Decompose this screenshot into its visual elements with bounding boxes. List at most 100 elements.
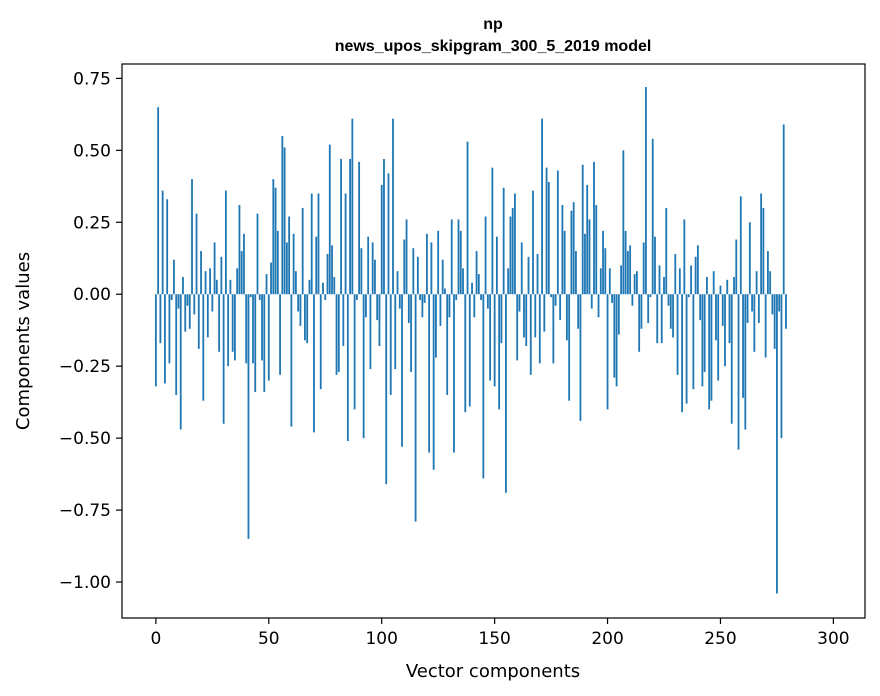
bar-224	[660, 294, 663, 344]
bar-12	[182, 276, 184, 295]
bar-18	[195, 213, 198, 295]
bar-217	[645, 87, 647, 295]
bar-264	[751, 294, 753, 312]
bar-10	[177, 294, 180, 309]
bar-158	[511, 207, 514, 295]
bar-71	[315, 236, 318, 295]
bar-56	[281, 135, 284, 295]
bar-85	[346, 294, 349, 441]
bar-219	[649, 294, 652, 298]
x-tick-label: 50	[258, 629, 280, 649]
bar-23	[206, 294, 209, 338]
bar-276	[778, 294, 781, 312]
y-tick-label: 0.50	[73, 141, 111, 161]
bar-223	[658, 265, 661, 295]
bar-192	[588, 219, 591, 295]
chart-subtitle: news_upos_skipgram_300_5_2019 model	[335, 38, 652, 55]
bar-159	[514, 193, 516, 295]
bar-113	[410, 294, 412, 372]
bar-271	[766, 251, 769, 295]
bar-24	[209, 268, 211, 295]
bar-252	[724, 294, 726, 367]
bar-87	[351, 118, 354, 295]
bar-170	[538, 294, 541, 364]
bar-228	[669, 294, 672, 329]
bar-39	[243, 233, 245, 295]
bar-250	[719, 285, 722, 295]
bar-148	[489, 294, 492, 381]
x-tick-label: 200	[591, 629, 623, 649]
bar-44	[254, 294, 257, 393]
y-axis-label: Components values	[13, 252, 34, 430]
bar-20	[200, 251, 202, 295]
bar-143	[477, 274, 480, 295]
bar-183	[568, 294, 571, 401]
bar-153	[500, 294, 503, 344]
bar-251	[721, 294, 724, 326]
bar-182	[565, 294, 568, 341]
bar-195	[595, 205, 598, 295]
bar-38	[240, 251, 243, 295]
bar-11	[179, 294, 182, 430]
bar-151	[495, 236, 498, 295]
bar-32	[227, 294, 230, 367]
bar-166	[529, 294, 532, 375]
bar-9	[175, 294, 178, 395]
bar-49	[265, 274, 268, 295]
bar-34	[231, 294, 234, 352]
bar-140	[471, 282, 473, 295]
bar-253	[726, 279, 729, 295]
bar-139	[468, 294, 471, 407]
bar-118	[421, 294, 424, 318]
bar-178	[556, 170, 559, 295]
bar-213	[636, 271, 638, 295]
bar-259	[739, 196, 742, 295]
bar-135	[459, 230, 462, 295]
bar-19	[197, 294, 200, 349]
bar-121	[428, 294, 431, 453]
bar-70	[313, 294, 315, 433]
bar-123	[432, 294, 435, 470]
bar-234	[683, 219, 686, 295]
bar-184	[570, 210, 573, 295]
bar-150	[493, 294, 496, 387]
bar-162	[520, 242, 523, 295]
bar-117	[419, 294, 422, 300]
bar-177	[554, 294, 557, 306]
bar-154	[502, 187, 505, 295]
bar-216	[642, 242, 645, 295]
bar-108	[398, 294, 401, 309]
bar-60	[290, 294, 293, 427]
bar-46	[258, 294, 261, 300]
bar-28	[218, 294, 221, 352]
bar-3	[161, 190, 164, 295]
bar-194	[593, 161, 595, 295]
bar-256	[733, 276, 735, 295]
bar-249	[717, 294, 720, 381]
bar-232	[678, 268, 681, 295]
bar-42	[249, 294, 252, 298]
bar-107	[396, 271, 399, 295]
bar-210	[629, 245, 632, 295]
bar-164	[525, 294, 528, 347]
bar-189	[581, 164, 584, 295]
bar-211	[631, 294, 634, 306]
bar-5	[166, 199, 169, 295]
bar-30	[222, 294, 225, 424]
bar-198	[602, 230, 604, 295]
bar-111	[405, 219, 408, 295]
bar-91	[360, 248, 363, 295]
bar-66	[304, 294, 306, 341]
bar-81	[337, 294, 340, 372]
bar-72	[317, 193, 320, 295]
bar-75	[324, 294, 327, 300]
bar-14	[186, 294, 189, 306]
bar-1	[157, 107, 160, 295]
y-tick-label: 0.25	[73, 213, 111, 233]
bar-169	[536, 253, 539, 295]
bar-243	[703, 294, 706, 372]
bar-156	[507, 268, 510, 295]
bar-127	[441, 259, 444, 295]
bar-146	[484, 216, 487, 295]
